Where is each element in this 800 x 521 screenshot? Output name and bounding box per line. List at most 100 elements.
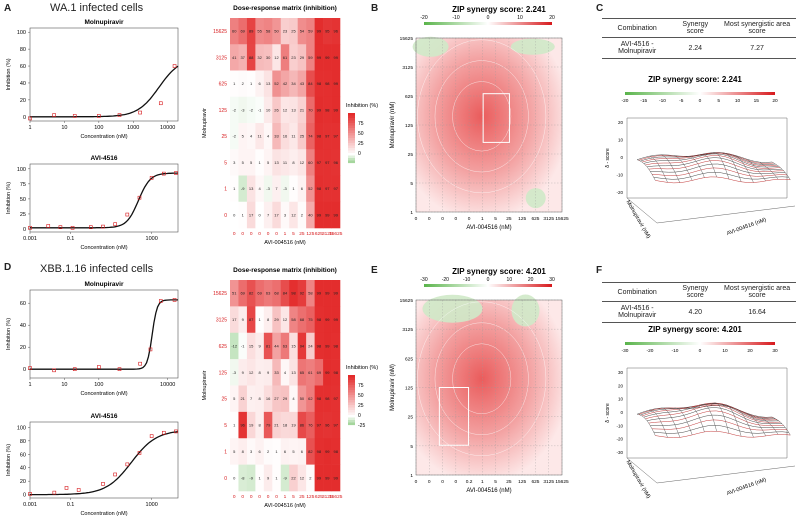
matrix-cell <box>297 411 307 439</box>
matrix-value: 10 <box>266 107 271 112</box>
matrix-cell <box>306 18 315 45</box>
synmap-antagonism-region <box>525 188 546 209</box>
legend-swatch <box>348 422 355 426</box>
data-point <box>149 176 154 180</box>
legend-swatch <box>348 125 355 129</box>
matrix-cell <box>331 201 341 229</box>
matrix-value: 13 <box>249 186 254 191</box>
matrix-value: 59 <box>308 29 313 34</box>
table-cell: 7.27 <box>718 37 796 59</box>
col-label: 0 <box>275 494 278 500</box>
x-tick-label: 1000 <box>146 236 158 242</box>
matrix-value: 99 <box>317 29 322 34</box>
matrix-cell <box>263 280 273 307</box>
matrix-value: 84 <box>283 291 288 296</box>
legend-swatch <box>348 145 355 149</box>
matrix-value: 92 <box>300 291 305 296</box>
legend-tick: -25 <box>358 423 365 429</box>
synmap-y-label: Molnupiravir (nM) <box>390 102 396 149</box>
matrix-cell <box>246 175 256 203</box>
matrix-cell <box>331 359 341 386</box>
matrix-value: 69 <box>240 29 245 34</box>
matrix-cell <box>323 359 332 386</box>
matrix-value: 89 <box>249 29 254 34</box>
matrix-value: 98 <box>325 81 330 86</box>
matrix-value: 11 <box>291 134 296 139</box>
col-label: 3125 <box>322 494 333 500</box>
matrix-cell <box>272 18 282 45</box>
matrix-value: 69 <box>317 370 322 375</box>
matrix-value: 17 <box>274 212 279 217</box>
matrix-cell <box>289 385 298 413</box>
matrix-value: 4 <box>292 396 295 401</box>
matrix-value: -3 <box>232 370 236 375</box>
legend-swatch <box>348 420 355 423</box>
row2-avi-curve: AVI-4516 0 20 40 60 80 100 0.001 0.1 1000 Concentr… <box>6 413 179 517</box>
table-header: Combination <box>602 18 673 38</box>
matrix-cell <box>289 96 298 124</box>
matrix-cell <box>289 280 298 307</box>
contour-line <box>417 301 547 456</box>
matrix-cell <box>314 359 324 386</box>
legend-swatch <box>348 158 355 161</box>
curve-title: AVI-4516 <box>91 413 118 420</box>
matrix-value: 4 <box>267 134 270 139</box>
matrix-value: 60 <box>308 160 313 165</box>
matrix-cell <box>263 201 273 229</box>
plot-frame <box>29 289 179 379</box>
matrix-value: 29 <box>283 396 288 401</box>
y-tick-label: 100 <box>17 167 26 173</box>
matrix-value: 12 <box>291 212 296 217</box>
matrix-cell <box>280 123 290 150</box>
matrix-value: 98 <box>317 186 322 191</box>
table-header: Most synergistic area score <box>718 18 796 38</box>
matrix-cell <box>272 411 282 439</box>
matrix-cell <box>297 123 307 150</box>
matrix-value: 97 <box>325 160 330 165</box>
surface-x-label: AVI-004516 (nM) <box>726 477 767 497</box>
matrix-value: 99 <box>325 317 330 322</box>
matrix-cell <box>255 149 265 176</box>
legend-swatch <box>348 405 355 408</box>
matrix-cell <box>289 359 298 386</box>
z-tick-label: 0 <box>620 410 623 415</box>
matrix-cell <box>280 149 290 176</box>
x-tick-label: 0 <box>468 216 471 222</box>
matrix-cell <box>263 123 273 150</box>
matrix-cell <box>255 385 265 413</box>
y-tick-label: 125 <box>405 123 413 129</box>
row1-dose-response-matrix: Dose-response matrix (inhibition)60 69 89 5… <box>202 5 378 246</box>
matrix-cell <box>263 175 273 203</box>
legend-swatch <box>348 150 355 154</box>
matrix-cell <box>323 18 332 45</box>
data-point <box>52 368 56 373</box>
matrix-cell <box>272 44 282 71</box>
scale-tick: 30 <box>549 277 555 283</box>
col-label: 0 <box>258 494 261 500</box>
matrix-value: 74 <box>308 134 313 139</box>
x-axis-label: Concentration (nM) <box>80 391 127 397</box>
data-point <box>158 101 163 106</box>
surface-mesh-line <box>673 155 693 181</box>
table-cell: 4.20 <box>672 301 719 323</box>
scale-tick: 15 <box>754 98 760 104</box>
matrix-value: 27 <box>274 396 279 401</box>
matrix-cell <box>238 385 248 413</box>
matrix-cell <box>297 359 307 386</box>
y-tick-label: 20 <box>20 479 26 485</box>
matrix-value: 1 <box>233 186 236 191</box>
matrix-value: 94 <box>300 343 305 348</box>
legend-title: Inhibition (%) <box>346 103 378 109</box>
data-point <box>138 110 142 115</box>
legend-swatch <box>348 135 355 139</box>
matrix-cell <box>331 44 341 71</box>
data-point <box>70 225 75 230</box>
matrix-value: 68 <box>274 291 279 296</box>
col-label: 1 <box>284 494 287 500</box>
matrix-cell <box>323 96 332 124</box>
synmap-x-label: AVI-004516 (nM) <box>466 488 511 494</box>
matrix-value: 1 <box>292 186 295 191</box>
matrix-cell <box>306 306 315 334</box>
x-tick-label: 1000 <box>127 125 139 131</box>
matrix-value: -9 <box>249 475 253 480</box>
